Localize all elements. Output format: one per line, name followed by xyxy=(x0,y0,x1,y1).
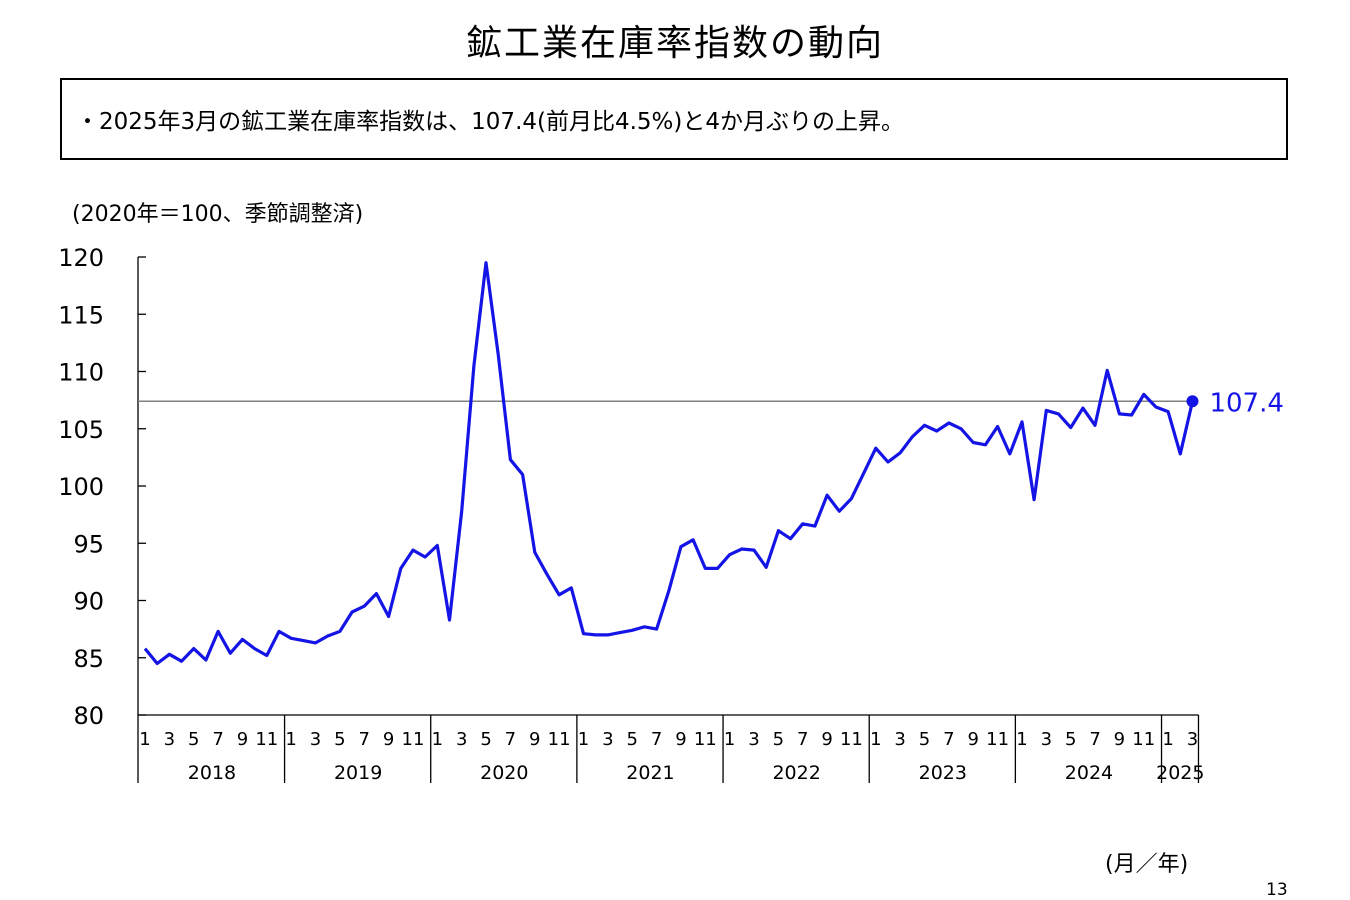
month-tick-label: 9 xyxy=(237,729,248,750)
month-tick-label: 5 xyxy=(919,729,930,750)
month-tick-label: 5 xyxy=(1065,729,1076,750)
month-tick-label: 9 xyxy=(675,729,686,750)
month-tick-label: 3 xyxy=(164,729,175,750)
month-tick-label: 3 xyxy=(602,729,613,750)
month-tick-label: 1 xyxy=(432,729,443,750)
month-tick-label: 3 xyxy=(1187,729,1198,750)
y-tick-label: 105 xyxy=(58,416,104,444)
month-tick-label: 7 xyxy=(943,729,954,750)
year-label: 2022 xyxy=(772,762,820,784)
month-tick-label: 5 xyxy=(626,729,637,750)
month-tick-label: 7 xyxy=(359,729,370,750)
month-tick-label: 5 xyxy=(480,729,491,750)
page-title: 鉱工業在庫率指数の動向 xyxy=(465,23,884,64)
y-tick-label: 90 xyxy=(73,588,104,616)
month-tick-label: 11 xyxy=(548,729,571,750)
summary-text: ・2025年3月の鉱工業在庫率指数は、107.4(前月比4.5%)と4か月ぶりの… xyxy=(76,109,905,135)
month-tick-label: 9 xyxy=(821,729,832,750)
month-tick-label: 9 xyxy=(968,729,979,750)
year-label: 2024 xyxy=(1065,762,1113,784)
y-tick-label: 100 xyxy=(58,473,104,501)
summary-box: ・2025年3月の鉱工業在庫率指数は、107.4(前月比4.5%)と4か月ぶりの… xyxy=(60,78,1288,160)
last-point-marker xyxy=(1186,395,1199,408)
month-tick-label: 3 xyxy=(748,729,759,750)
month-tick-label: 1 xyxy=(139,729,150,750)
series-line xyxy=(143,261,1195,666)
month-tick-label: 5 xyxy=(188,729,199,750)
month-tick-label: 11 xyxy=(255,729,278,750)
month-tick-label: 7 xyxy=(212,729,223,750)
month-tick-label: 3 xyxy=(894,729,905,750)
month-tick-label: 5 xyxy=(334,729,345,750)
month-tick-label: 1 xyxy=(1016,729,1027,750)
month-tick-label: 11 xyxy=(1132,729,1155,750)
last-value-label: 107.4 xyxy=(1209,388,1283,418)
month-tick-label: 7 xyxy=(797,729,808,750)
y-tick-label: 80 xyxy=(73,702,104,730)
year-label: 2019 xyxy=(334,762,382,784)
month-tick-label: 11 xyxy=(840,729,863,750)
month-tick-label: 1 xyxy=(285,729,296,750)
month-tick-label: 3 xyxy=(310,729,321,750)
month-tick-label: 7 xyxy=(651,729,662,750)
month-tick-label: 9 xyxy=(529,729,540,750)
year-label: 2023 xyxy=(919,762,967,784)
y-tick-label: 95 xyxy=(73,530,104,558)
month-tick-label: 11 xyxy=(402,729,425,750)
y-tick-label: 110 xyxy=(58,359,104,387)
month-tick-label: 1 xyxy=(724,729,735,750)
month-tick-label: 9 xyxy=(383,729,394,750)
y-tick-label: 85 xyxy=(73,645,104,673)
month-tick-label: 1 xyxy=(578,729,589,750)
month-tick-label: 7 xyxy=(505,729,516,750)
month-tick-label: 3 xyxy=(456,729,467,750)
year-label: 2018 xyxy=(188,762,236,784)
year-label: 2020 xyxy=(480,762,528,784)
y-tick-label: 120 xyxy=(58,244,104,272)
y-tick-label: 115 xyxy=(58,301,104,329)
unit-note: (2020年＝100、季節調整済) xyxy=(72,202,364,227)
month-tick-label: 7 xyxy=(1089,729,1100,750)
month-tick-label: 9 xyxy=(1114,729,1125,750)
x-axis-unit-note: (月／年) xyxy=(1105,852,1189,877)
month-tick-label: 11 xyxy=(694,729,717,750)
month-tick-label: 11 xyxy=(986,729,1009,750)
month-tick-label: 1 xyxy=(1162,729,1173,750)
month-tick-label: 1 xyxy=(870,729,881,750)
year-label: 2025 xyxy=(1156,762,1204,784)
page-number: 13 xyxy=(1266,880,1288,900)
year-label: 2021 xyxy=(626,762,674,784)
month-tick-label: 3 xyxy=(1041,729,1052,750)
month-tick-label: 5 xyxy=(773,729,784,750)
